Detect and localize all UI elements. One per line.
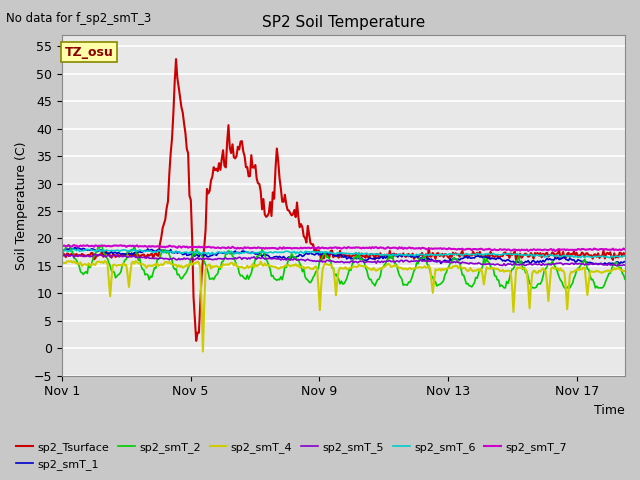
sp2_smT_6: [598, 253, 606, 259]
sp2_smT_1: [337, 252, 345, 258]
Line: sp2_smT_6: sp2_smT_6: [62, 249, 625, 258]
sp2_smT_2: [621, 276, 629, 282]
sp2_Tsurface: [524, 254, 532, 260]
sp2_smT_6: [68, 246, 76, 252]
sp2_smT_6: [58, 247, 66, 253]
Line: sp2_smT_5: sp2_smT_5: [62, 254, 625, 266]
sp2_smT_4: [339, 266, 346, 272]
sp2_smT_4: [199, 348, 207, 354]
sp2_Tsurface: [600, 248, 607, 253]
sp2_smT_6: [606, 255, 614, 261]
sp2_Tsurface: [621, 252, 629, 258]
Line: sp2_smT_7: sp2_smT_7: [62, 245, 625, 251]
sp2_smT_4: [77, 260, 84, 265]
Legend: sp2_Tsurface, sp2_smT_1, sp2_smT_2, sp2_smT_4, sp2_smT_5, sp2_smT_6, sp2_smT_7: sp2_Tsurface, sp2_smT_1, sp2_smT_2, sp2_…: [12, 438, 572, 474]
sp2_smT_6: [78, 248, 86, 253]
Y-axis label: Soil Temperature (C): Soil Temperature (C): [15, 141, 28, 270]
sp2_smT_2: [337, 278, 345, 284]
sp2_smT_6: [523, 252, 531, 258]
Title: SP2 Soil Temperature: SP2 Soil Temperature: [262, 15, 425, 30]
Text: No data for f_sp2_smT_3: No data for f_sp2_smT_3: [6, 12, 152, 25]
sp2_smT_5: [92, 252, 99, 257]
sp2_smT_5: [613, 263, 621, 269]
sp2_smT_7: [248, 245, 255, 251]
sp2_smT_7: [70, 242, 77, 248]
sp2_smT_2: [58, 255, 66, 261]
sp2_smT_1: [598, 262, 606, 267]
sp2_smT_2: [248, 270, 255, 276]
sp2_Tsurface: [339, 252, 346, 258]
sp2_smT_2: [502, 285, 509, 291]
sp2_smT_7: [523, 247, 531, 252]
sp2_Tsurface: [193, 338, 200, 344]
sp2_smT_1: [58, 247, 66, 253]
X-axis label: Time: Time: [595, 404, 625, 417]
sp2_smT_7: [621, 247, 629, 252]
sp2_smT_4: [249, 261, 257, 267]
sp2_smT_5: [523, 262, 531, 267]
Line: sp2_smT_1: sp2_smT_1: [62, 247, 625, 264]
sp2_smT_7: [58, 243, 66, 249]
Line: sp2_Tsurface: sp2_Tsurface: [62, 59, 625, 341]
sp2_smT_5: [77, 252, 84, 258]
sp2_smT_1: [600, 261, 607, 267]
sp2_smT_6: [248, 250, 255, 256]
sp2_Tsurface: [58, 252, 66, 257]
Line: sp2_smT_4: sp2_smT_4: [62, 261, 625, 351]
sp2_smT_6: [310, 249, 318, 255]
sp2_smT_7: [337, 246, 345, 252]
sp2_smT_1: [78, 247, 86, 252]
sp2_smT_5: [58, 252, 66, 258]
sp2_smT_4: [58, 260, 66, 265]
sp2_smT_5: [598, 262, 606, 267]
sp2_smT_6: [337, 250, 345, 256]
sp2_smT_4: [600, 269, 607, 275]
sp2_smT_4: [524, 284, 532, 290]
sp2_smT_7: [78, 243, 86, 249]
sp2_smT_2: [65, 242, 72, 248]
sp2_smT_6: [621, 253, 629, 259]
sp2_smT_5: [337, 259, 345, 264]
sp2_smT_1: [248, 250, 255, 255]
sp2_smT_7: [600, 246, 607, 252]
sp2_Tsurface: [249, 165, 257, 170]
sp2_smT_1: [621, 259, 629, 264]
sp2_smT_2: [600, 284, 607, 289]
sp2_smT_2: [310, 272, 318, 278]
sp2_smT_4: [312, 264, 319, 269]
sp2_Tsurface: [77, 253, 84, 259]
sp2_smT_4: [621, 268, 629, 274]
sp2_smT_7: [310, 246, 318, 252]
sp2_smT_5: [621, 263, 629, 268]
sp2_smT_1: [523, 259, 531, 265]
sp2_Tsurface: [312, 246, 319, 252]
sp2_smT_2: [524, 275, 532, 281]
sp2_smT_1: [310, 252, 318, 258]
sp2_smT_5: [248, 255, 255, 261]
sp2_smT_2: [78, 270, 86, 276]
sp2_smT_1: [74, 244, 82, 250]
sp2_smT_7: [551, 248, 559, 254]
sp2_smT_5: [310, 258, 318, 264]
Text: TZ_osu: TZ_osu: [65, 46, 113, 59]
sp2_Tsurface: [172, 56, 180, 62]
sp2_smT_4: [132, 258, 140, 264]
Line: sp2_smT_2: sp2_smT_2: [62, 245, 625, 288]
